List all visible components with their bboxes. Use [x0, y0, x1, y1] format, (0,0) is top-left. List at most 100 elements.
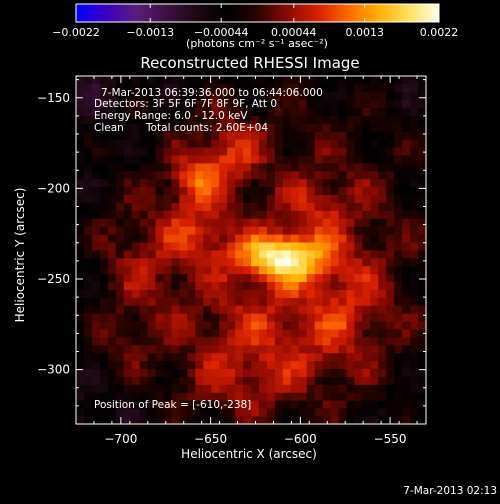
heatmap-cell: [386, 202, 395, 211]
heatmap-cell: [227, 147, 236, 156]
heatmap-cell: [258, 313, 268, 322]
heatmap-cell: [282, 123, 292, 132]
heatmap-cell: [243, 313, 252, 322]
heatmap-cell: [322, 91, 331, 101]
heatmap-cell: [219, 218, 228, 227]
heatmap-cell: [251, 170, 260, 180]
heatmap-cell: [115, 147, 125, 156]
heatmap-cell: [235, 305, 244, 314]
heatmap-cell: [386, 170, 395, 180]
heatmap-cell: [330, 384, 339, 393]
heatmap-cell: [99, 376, 109, 385]
heatmap-cell: [378, 163, 387, 172]
heatmap-cell: [290, 147, 300, 156]
heatmap-cell: [91, 281, 101, 290]
heatmap-cell: [219, 352, 228, 362]
heatmap-cell: [251, 281, 260, 290]
heatmap-cell: [147, 155, 156, 164]
heatmap-cell: [147, 107, 156, 116]
heatmap-cell: [243, 265, 252, 275]
heatmap-cell: [418, 392, 427, 401]
heatmap-cell: [107, 163, 117, 172]
heatmap-cell: [195, 91, 204, 101]
heatmap-cell: [179, 76, 188, 85]
heatmap-cell: [362, 352, 371, 362]
heatmap-cell: [418, 155, 427, 164]
heatmap-cell: [370, 163, 379, 172]
heatmap-cell: [107, 202, 117, 211]
heatmap-cell: [139, 250, 148, 259]
heatmap-cell: [274, 139, 284, 148]
heatmap-cell: [418, 178, 427, 188]
heatmap-cell: [362, 281, 371, 290]
heatmap-cell: [290, 329, 300, 338]
heatmap-cell: [131, 250, 141, 259]
heatmap-cell: [123, 305, 133, 314]
heatmap-cell: [266, 155, 276, 164]
heatmap-cell: [243, 139, 252, 148]
heatmap-cell: [227, 384, 236, 393]
heatmap-cell: [410, 337, 419, 346]
heatmap-cell: [251, 226, 260, 235]
heatmap-cell: [163, 91, 172, 101]
heatmap-cell: [139, 123, 148, 132]
heatmap-cell: [179, 123, 188, 132]
heatmap-cell: [195, 139, 204, 148]
heatmap-cell: [91, 329, 101, 338]
heatmap-cell: [123, 400, 133, 409]
heatmap-cell: [163, 131, 172, 140]
heatmap-cell: [258, 83, 268, 93]
heatmap-cell: [227, 194, 236, 203]
heatmap-cell: [211, 265, 220, 275]
heatmap-cell: [386, 368, 395, 377]
heatmap-cell: [195, 337, 204, 346]
heatmap-cell: [203, 107, 212, 116]
heatmap-cell: [402, 281, 411, 290]
heatmap-cell: [195, 257, 204, 267]
heatmap-cell: [235, 178, 244, 188]
heatmap-cell: [147, 344, 156, 354]
heatmap-cell: [235, 107, 244, 116]
heatmap-cell: [338, 329, 347, 338]
heatmap-cell: [76, 305, 85, 314]
heatmap-cell: [354, 352, 363, 362]
heatmap-cell: [76, 242, 85, 251]
heatmap-cell: [338, 289, 347, 298]
heatmap-cell: [83, 329, 93, 338]
heatmap-cell: [195, 313, 204, 322]
heatmap-cell: [243, 281, 252, 290]
heatmap-cell: [227, 273, 236, 283]
heatmap-cell: [131, 257, 141, 267]
heatmap-cell: [83, 250, 93, 259]
heatmap-cell: [219, 408, 228, 417]
heatmap-cell: [370, 226, 379, 235]
heatmap-cell: [306, 218, 316, 227]
annotation-line: Energy Range: 6.0 - 12.0 keV: [94, 110, 248, 122]
heatmap-cell: [251, 400, 260, 409]
heatmap-cell: [314, 147, 323, 156]
heatmap-cell: [123, 360, 133, 370]
heatmap-cell: [83, 139, 93, 148]
heatmap-cell: [418, 115, 427, 124]
heatmap-cell: [211, 281, 220, 290]
heatmap-cell: [306, 376, 316, 385]
heatmap-cell: [266, 99, 276, 109]
heatmap-cell: [354, 360, 363, 370]
heatmap-cell: [91, 139, 101, 148]
heatmap-cell: [354, 376, 363, 385]
heatmap-cell: [235, 329, 244, 338]
heatmap-cell: [179, 376, 188, 385]
heatmap-cell: [107, 329, 117, 338]
heatmap-cell: [402, 83, 411, 93]
heatmap-cell: [346, 107, 355, 116]
heatmap-cell: [251, 289, 260, 298]
heatmap-cell: [83, 194, 93, 203]
heatmap-cell: [187, 313, 196, 322]
heatmap-cell: [330, 91, 339, 101]
heatmap-cell: [346, 281, 355, 290]
heatmap-cell: [219, 210, 228, 219]
heatmap-cell: [123, 115, 133, 124]
heatmap-cell: [282, 376, 292, 385]
heatmap-cell: [322, 297, 331, 306]
heatmap-cell: [418, 107, 427, 116]
